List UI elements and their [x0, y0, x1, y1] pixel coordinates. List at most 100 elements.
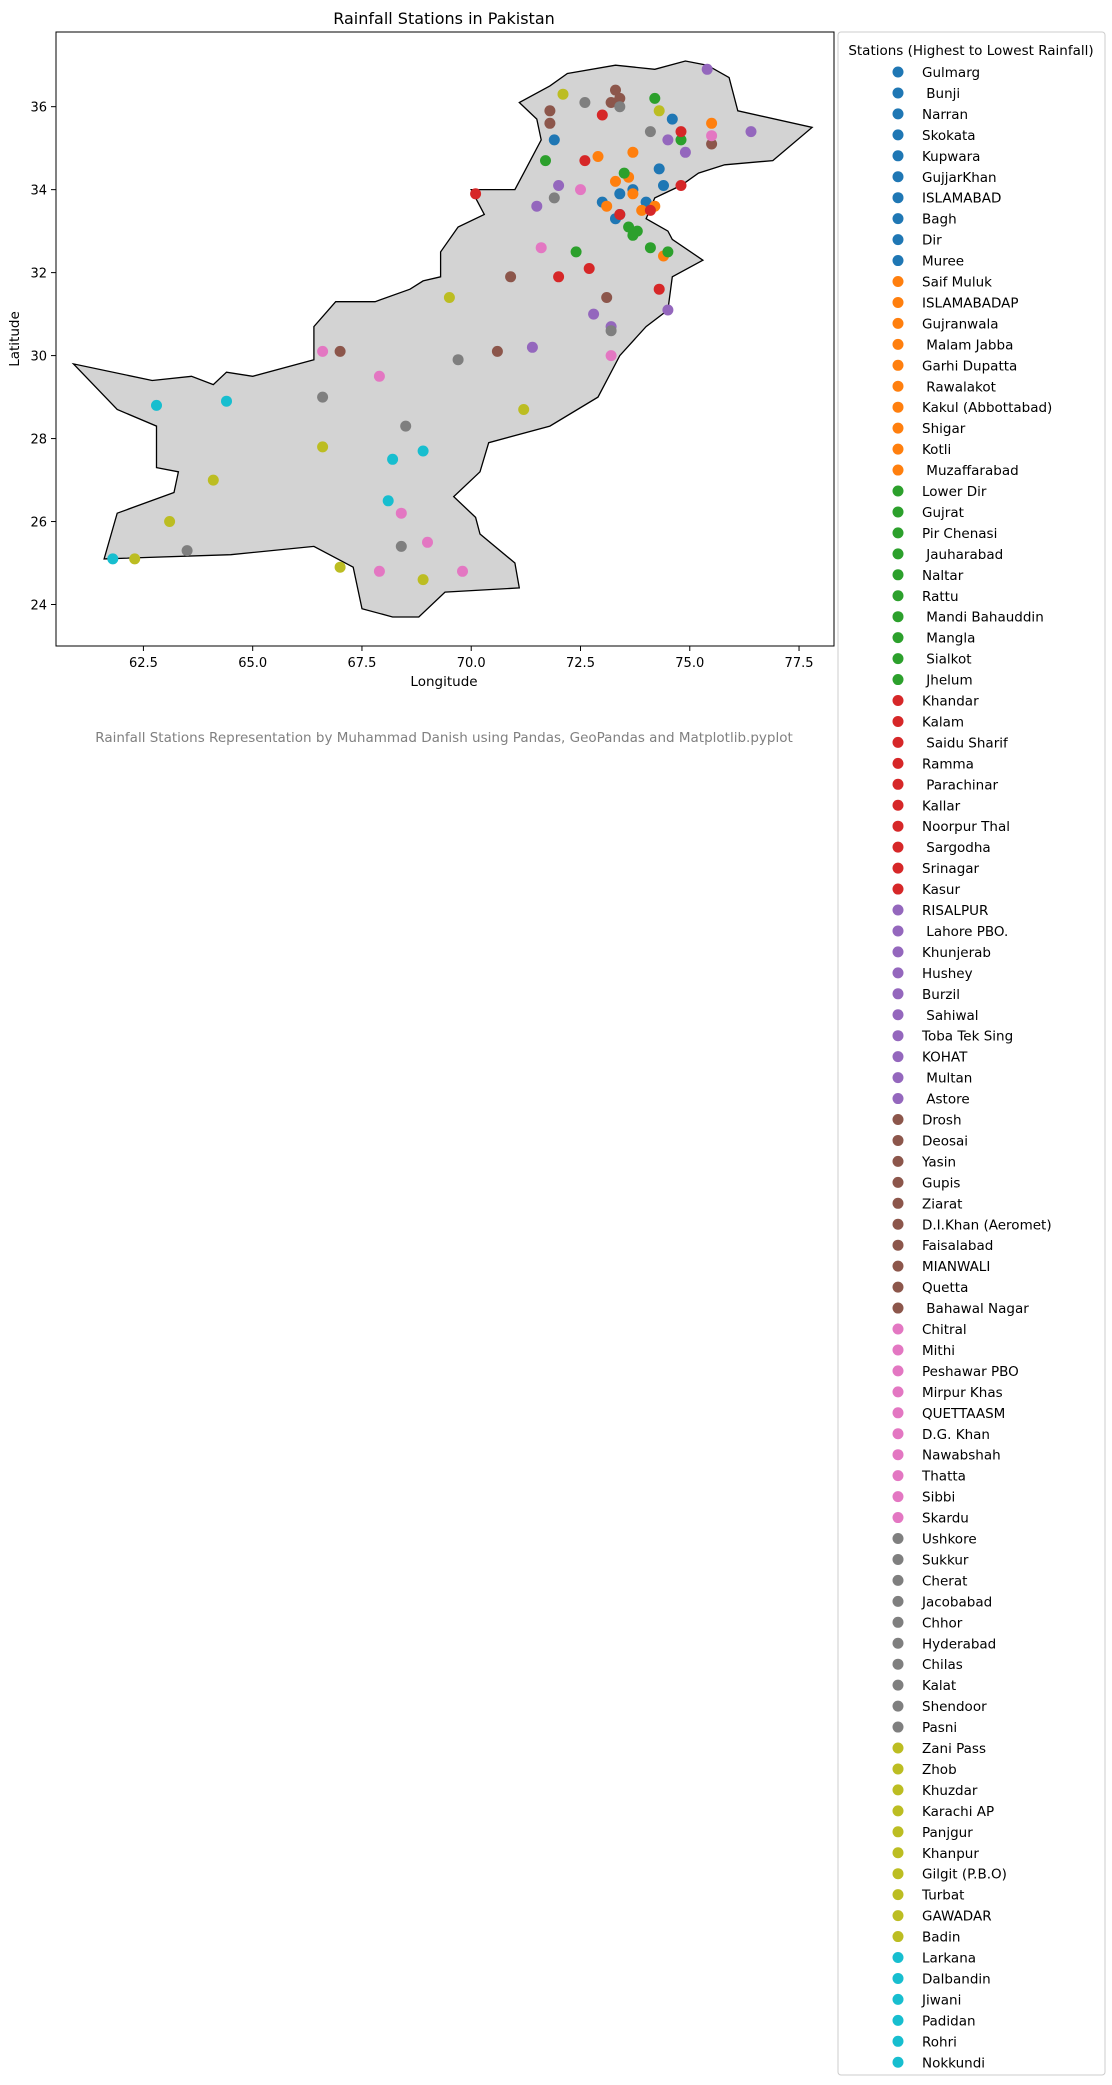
station-point [334, 561, 346, 573]
y-tick-label: 24 [30, 599, 47, 614]
legend-item: Cherat [892, 1573, 967, 1589]
map-plot-area: 62.5 65.0 67.5 70.0 72.5 75.0 77.5 24 26 28 30 32 3… [7, 31, 835, 690]
legend-marker [892, 1868, 904, 1880]
legend-item: Chitral [892, 1322, 967, 1338]
legend-item: Saidu Sharif [892, 735, 1009, 751]
legend-item: KOHAT [892, 1050, 968, 1066]
legend-marker [892, 1072, 904, 1084]
legend-item: Kakul (Abbottabad) [892, 400, 1052, 416]
station-point [675, 180, 687, 191]
plot-frame [55, 31, 835, 647]
station-point [334, 345, 346, 357]
legend-label: RISALPUR [922, 903, 988, 919]
legend-item: Ramma [892, 756, 974, 772]
legend-marker [892, 2035, 904, 2047]
legend-item: Khanpur [892, 1846, 979, 1862]
station-point [181, 545, 193, 557]
legend-item: Naltar [892, 568, 964, 584]
legend-item: Jauharabad [892, 547, 1003, 563]
legend-label: Pasni [922, 1720, 957, 1736]
legend-label: Gulmarg [922, 65, 980, 81]
station-point [644, 126, 656, 138]
legend-item: Kalam [892, 714, 964, 730]
legend-label: GujjarKhan [922, 170, 997, 186]
legend-marker [892, 862, 904, 874]
station-point [706, 117, 718, 129]
legend-marker [892, 1553, 904, 1565]
legend-item: Sibbi [892, 1490, 955, 1506]
legend-marker [892, 799, 904, 811]
legend-marker [892, 422, 904, 434]
legend-item: ISLAMABAD [892, 191, 1001, 207]
legend-marker [892, 548, 904, 560]
legend-marker [892, 757, 904, 769]
legend-item: Khuzdar [892, 1783, 978, 1799]
legend-label: Kalam [922, 714, 964, 730]
legend-marker [892, 1386, 904, 1398]
legend-label: Gujrat [922, 505, 964, 521]
legend-label: D.G. Khan [922, 1427, 990, 1443]
legend-marker [892, 527, 904, 539]
legend-item: Sukkur [892, 1552, 969, 1568]
legend-item: Muree [892, 254, 964, 270]
station-point [649, 92, 661, 104]
legend-item: Malam Jabba [892, 337, 1013, 353]
station-point [596, 109, 608, 121]
legend-label: Mangla [922, 631, 975, 647]
station-point [636, 204, 648, 216]
legend-item: Faisalabad [892, 1238, 993, 1254]
legend-marker [892, 443, 904, 455]
legend-marker [892, 150, 904, 162]
legend-marker [892, 1449, 904, 1461]
legend-label: Gupis [922, 1175, 960, 1191]
legend-item: Toba Tek Sing [892, 1029, 1013, 1045]
legend-item: Kotli [892, 442, 951, 458]
legend-label: Multan [922, 1071, 972, 1087]
legend-label: MIANWALI [922, 1259, 990, 1275]
y-axis-label: Latitude [7, 311, 23, 367]
legend-label: Narran [922, 107, 968, 123]
station-point [627, 188, 639, 200]
x-tick-label: 77.5 [785, 656, 814, 671]
legend-label: Bagh [922, 212, 957, 228]
legend-item: Mandi Bahauddin [892, 610, 1044, 626]
legend-marker [892, 2014, 904, 2026]
legend-label: Kotli [922, 442, 951, 458]
station-point [706, 138, 718, 150]
legend-marker [892, 276, 904, 287]
legend-item: Muzaffarabad [892, 463, 1019, 479]
legend-label: Lower Dir [922, 484, 987, 500]
station-point [662, 304, 674, 316]
legend-marker [892, 401, 904, 413]
legend-marker [892, 380, 904, 392]
legend-item: Larkana [892, 1951, 976, 1967]
legend-label: Astore [922, 1092, 970, 1108]
station-point [373, 370, 385, 382]
legend-marker [892, 359, 904, 371]
station-point [592, 151, 604, 162]
legend-label: Mandi Bahauddin [922, 610, 1044, 626]
station-point [443, 292, 455, 303]
x-tick-label: 62.5 [129, 656, 158, 671]
legend-item: Multan [892, 1071, 972, 1087]
station-point [518, 404, 530, 415]
legend-marker [892, 1826, 904, 1838]
legend-label: GAWADAR [922, 1909, 992, 1925]
legend-marker [892, 1428, 904, 1440]
legend-marker [892, 611, 904, 623]
legend-marker [892, 1574, 904, 1586]
legend-label: Jhelum [922, 673, 973, 689]
legend-label: Faisalabad [922, 1238, 993, 1254]
legend-item: Jhelum [892, 673, 973, 689]
station-point [610, 84, 621, 96]
legend-label: Parachinar [922, 777, 998, 793]
legend-label: Pir Chenasi [922, 526, 997, 542]
legend-label: Hyderabad [922, 1636, 996, 1652]
legend-marker [892, 1616, 904, 1628]
legend-item: Sargodha [892, 840, 991, 856]
legend-marker [892, 1742, 904, 1754]
legend-marker [892, 1952, 904, 1963]
legend-label: Dir [922, 233, 942, 249]
y-tick-label: 30 [30, 350, 47, 365]
station-point [417, 445, 429, 457]
